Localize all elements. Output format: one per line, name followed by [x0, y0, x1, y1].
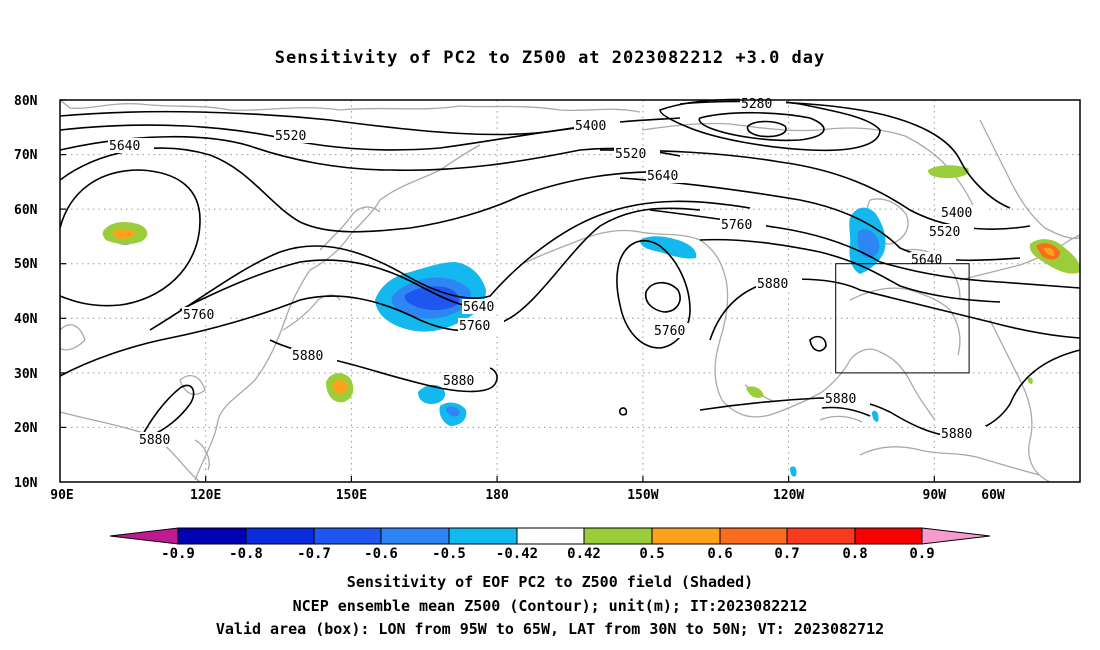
lon-tick-label: 120W — [773, 488, 804, 503]
colorbar-label: 0.7 — [774, 546, 799, 562]
contour-label: 5760 — [183, 308, 214, 323]
contour-label: 5520 — [275, 129, 306, 144]
contour-labels: 5280 5400 5520 5640 5760 5880 5400 5520 … — [108, 96, 986, 448]
colorbar-segment — [583, 527, 653, 545]
colorbar-label: 0.6 — [707, 546, 732, 562]
lon-tick-label: 60W — [981, 488, 1005, 503]
map-frame — [59, 99, 1081, 483]
contour-label: 5640 — [109, 139, 140, 154]
map-title: Sensitivity of PC2 to Z500 at 2023082212… — [274, 48, 826, 68]
lon-tick-label: 90W — [923, 488, 947, 503]
contour-label: 5880 — [292, 349, 323, 364]
contour-label: 5760 — [654, 324, 685, 339]
lon-tick-label: 90E — [50, 488, 73, 503]
longitude-labels: 90E 120E 150E 180 150W 120W 90W 60W — [50, 488, 1005, 503]
contour-label: 5880 — [443, 374, 474, 389]
colorbar-label: 0.8 — [842, 546, 867, 562]
colorbar-label: -0.6 — [364, 546, 398, 562]
colorbar-segment — [380, 527, 450, 545]
colorbar-segment — [651, 527, 721, 545]
lon-tick-label: 150W — [627, 488, 658, 503]
valid-area-box — [835, 263, 970, 374]
contour-label: 5520 — [929, 225, 960, 240]
lon-tick-label: 180 — [485, 488, 509, 503]
colorbar-label: -0.42 — [496, 546, 538, 562]
lat-tick-label: 50N — [14, 257, 38, 272]
caption-contour: NCEP ensemble mean Z500 (Contour); unit(… — [292, 597, 808, 615]
lat-tick-label: 70N — [14, 148, 38, 163]
colorbar-segment — [719, 527, 788, 545]
caption-valid-area: Valid area (box): LON from 95W to 65W, L… — [215, 620, 885, 638]
colorbar-segment — [516, 527, 585, 545]
contour-label: 5400 — [575, 119, 606, 134]
colorbar-segment — [448, 527, 518, 545]
contour-label: 5400 — [941, 206, 972, 221]
colorbar-label: -0.7 — [297, 546, 331, 562]
sensitivity-shading — [102, 165, 1081, 477]
tick-marks — [60, 99, 935, 482]
contour-label: 5880 — [825, 392, 856, 407]
colorbar: -0.9 -0.8 -0.7 -0.6 -0.5 -0.42 0.42 0.5 … — [109, 527, 991, 562]
lat-tick-label: 40N — [14, 312, 38, 327]
colorbar-label: 0.5 — [639, 546, 664, 562]
contour-label: 5880 — [757, 277, 788, 292]
lat-tick-label: 60N — [14, 203, 38, 218]
gridlines — [60, 100, 1080, 482]
contour-label: 5640 — [463, 300, 494, 315]
colorbar-label: 0.9 — [909, 546, 934, 562]
colorbar-segment — [245, 527, 315, 545]
colorbar-label: -0.5 — [432, 546, 466, 562]
lat-tick-label: 10N — [14, 476, 38, 491]
contour-label: 5880 — [139, 433, 170, 448]
latitude-labels: 80N 70N 60N 50N 40N 30N 20N 10N — [14, 94, 38, 491]
lon-tick-label: 120E — [190, 488, 221, 503]
coastlines — [59, 99, 1081, 483]
colorbar-low-triangle — [109, 527, 179, 545]
colorbar-label: -0.9 — [161, 546, 195, 562]
colorbar-segment — [854, 527, 923, 545]
lat-tick-label: 30N — [14, 367, 38, 382]
contour-label: 5880 — [941, 427, 972, 442]
colorbar-segment — [177, 527, 247, 545]
lat-tick-label: 80N — [14, 94, 38, 109]
lat-tick-label: 20N — [14, 421, 38, 436]
colorbar-label: 0.42 — [567, 546, 601, 562]
caption-shading: Sensitivity of EOF PC2 to Z500 field (Sh… — [346, 573, 754, 591]
contour-label: 5760 — [459, 319, 490, 334]
z500-contours — [59, 98, 1081, 441]
colorbar-segment — [313, 527, 382, 545]
contour-label: 5520 — [615, 147, 646, 162]
contour-label: 5760 — [721, 218, 752, 233]
contour-label: 5640 — [911, 253, 942, 268]
colorbar-label: -0.8 — [229, 546, 263, 562]
contour-label: 5640 — [647, 169, 678, 184]
colorbar-segment — [786, 527, 856, 545]
colorbar-high-triangle — [921, 527, 991, 545]
lon-tick-label: 150E — [336, 488, 367, 503]
